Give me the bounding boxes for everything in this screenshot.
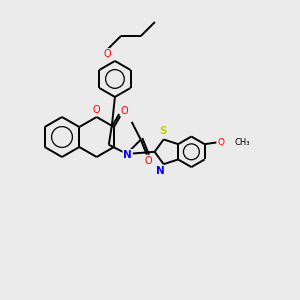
- Text: S: S: [159, 126, 166, 136]
- Text: CH₃: CH₃: [235, 138, 250, 147]
- Text: O: O: [93, 105, 101, 115]
- Text: N: N: [156, 166, 165, 176]
- Text: O: O: [103, 49, 111, 59]
- Text: O: O: [145, 156, 153, 166]
- Text: O: O: [121, 106, 128, 116]
- Text: O: O: [217, 138, 224, 147]
- Text: N: N: [123, 150, 132, 160]
